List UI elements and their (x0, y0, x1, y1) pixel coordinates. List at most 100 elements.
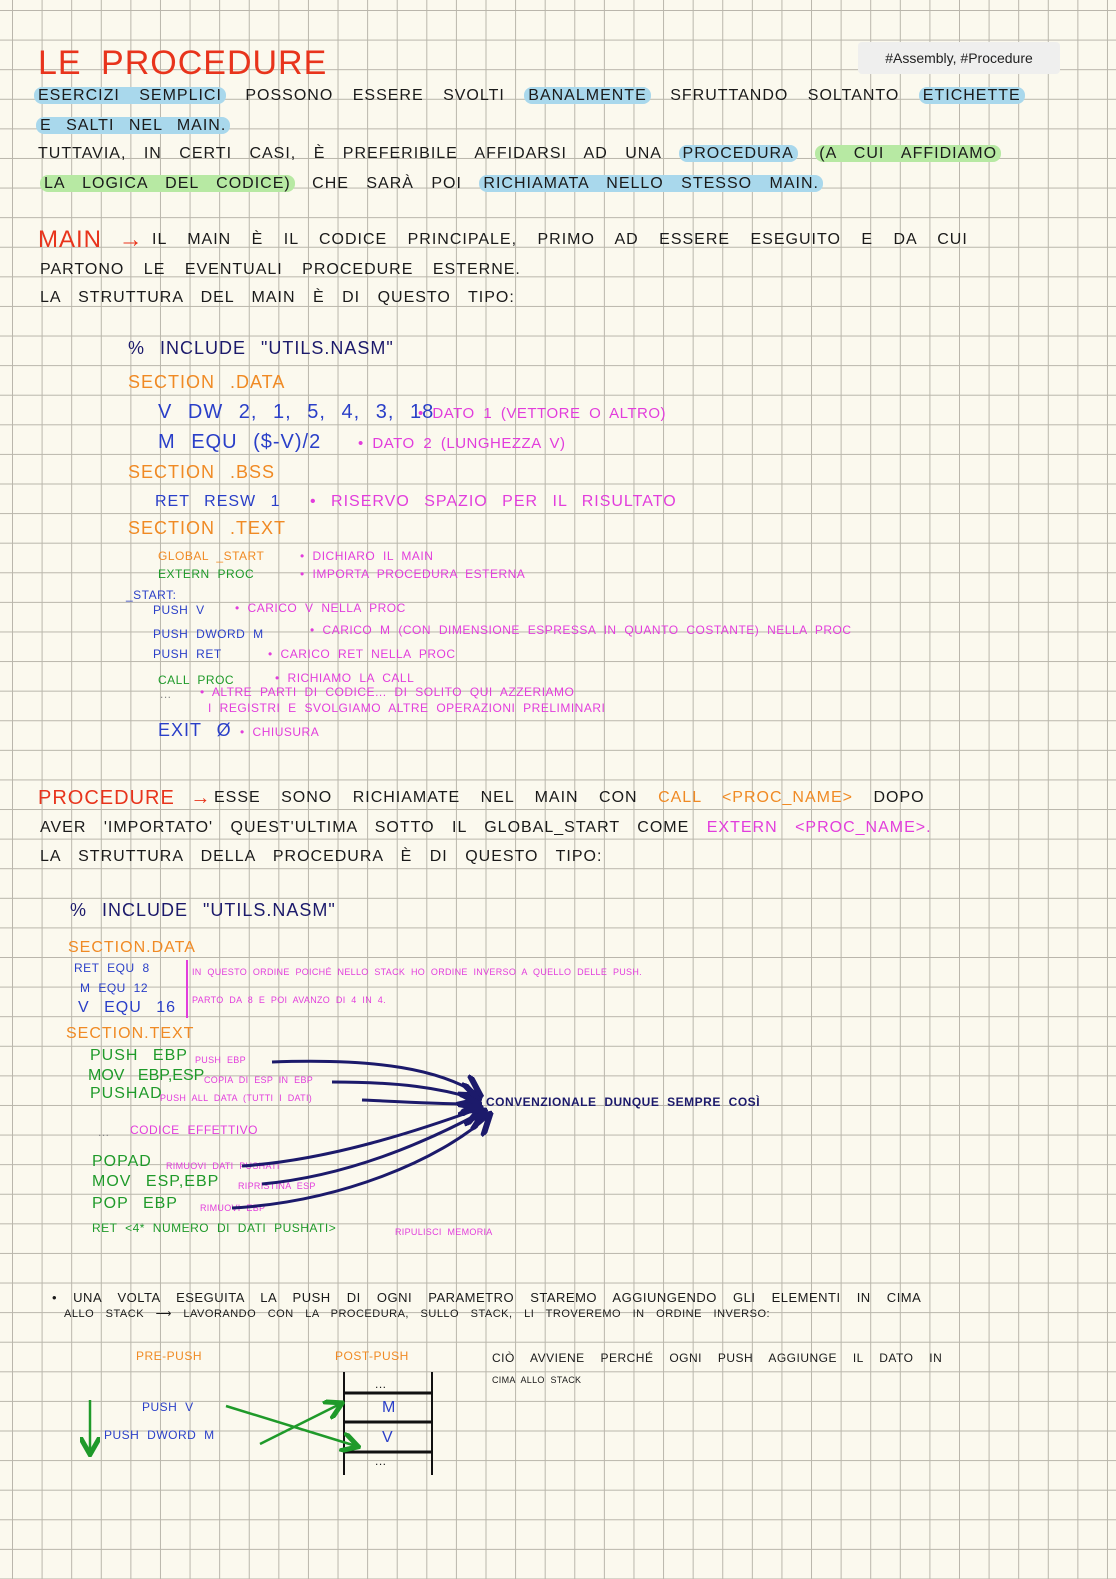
stack-cell-v: v (382, 1429, 394, 1446)
text: Tuttavia, in certi casi, è preferibile a… (38, 145, 662, 162)
highlight: Esercizi semplici (34, 87, 226, 104)
text: extern <proc_name>. (706, 819, 932, 836)
text: esse sono richiamate nel main con (214, 789, 638, 806)
bracket-divider (186, 960, 188, 1018)
highlight: procedura (678, 145, 798, 162)
proc-section-text: section.text (66, 1025, 195, 1042)
main-heading: MAIN → (38, 226, 144, 253)
proc-m-equ: m equ 12 (80, 981, 149, 995)
highlight: richiamata nello stesso main. (479, 175, 823, 192)
proc-note-1: in questo ordine poiché nello stack ho o… (192, 967, 642, 977)
code-note: • richiamo la call (275, 671, 415, 685)
code-push-ret: push ret (153, 647, 222, 661)
proc-dots: ... (98, 1125, 110, 1139)
code-note: • altre parti di codice... di solito qui… (200, 685, 575, 699)
proc-note: copia di esp in ebp (204, 1075, 314, 1085)
push-v-label: push v (142, 1400, 194, 1414)
code-note: • dichiaro il main (300, 549, 434, 563)
code-include: % include "utils.nasm" (128, 338, 394, 358)
code-note: i registri e svolgiamo altre operazioni … (208, 701, 606, 715)
code-v-dw: v dw 2, 1, 5, 4, 3, 18 (158, 401, 435, 423)
text: aver 'importato' quest'ultima sotto il g… (40, 819, 690, 836)
post-push-label: post-push (335, 1349, 409, 1363)
highlight: la logica del codice) (40, 175, 295, 192)
code-ret-resw: ret resw 1 (155, 493, 281, 510)
intro-line-3: Tuttavia, in certi casi, è preferibile a… (38, 144, 1002, 164)
code-note: • carico ret nella proc (268, 647, 456, 661)
code-note: • dato 2 (lunghezza v) (358, 435, 566, 452)
code-extern: extern proc (158, 567, 255, 581)
code-note: • dato 1 (vettore o altro) (418, 405, 667, 422)
proc-note: rimuovi dati pushati (166, 1161, 280, 1171)
proc-section-data: section.data (68, 939, 196, 956)
text: call <proc_name> (658, 789, 853, 806)
proc-popad: popad (92, 1153, 152, 1170)
code-global: global _start (158, 549, 265, 563)
code-note: • carico v nella proc (235, 601, 406, 615)
proc-include: % include "utils.nasm" (70, 900, 336, 920)
main-line-1: il main è il codice principale, primo ad… (152, 231, 968, 248)
push-arrows (90, 1400, 356, 1452)
proc-note: push all data (tutti i dati) (160, 1093, 313, 1103)
text: che sarà poi (312, 175, 462, 192)
procedure-heading: PROCEDURE → (38, 787, 212, 809)
code-section-data: section .data (128, 372, 286, 392)
code-call: call proc (158, 673, 235, 687)
stack-line-1: • una volta eseguita la push di ogni par… (52, 1290, 922, 1305)
text: sfruttando soltanto (670, 87, 900, 104)
code-start-label: _start: (126, 588, 177, 602)
stack-cell-bottom: ... (375, 1454, 387, 1468)
code-section-text: section .text (128, 518, 287, 538)
proc-v-equ: v equ 16 (78, 999, 177, 1016)
proc-mov-ebp: mov ebp,esp (88, 1067, 205, 1084)
code-dots: ... (160, 687, 172, 701)
page-title: LE PROCEDURE (38, 44, 328, 82)
proc-mov-esp: mov esp,ebp (92, 1173, 220, 1190)
proc-note: codice effettivo (130, 1123, 259, 1137)
code-exit: exit ø (158, 720, 232, 740)
pre-push-label: pre-push (136, 1349, 203, 1363)
proc-line-2: aver 'importato' quest'ultima sotto il g… (40, 818, 932, 838)
intro-line-4: la logica del codice) che sarà poi richi… (40, 174, 823, 194)
code-note: • chiusura (240, 725, 320, 739)
tags-badge: #Assembly, #Procedure (858, 42, 1060, 74)
proc-ret-equ: ret equ 8 (74, 961, 150, 975)
proc-note: ripulisci memoria (395, 1227, 493, 1237)
push-m-label: push dword m (104, 1428, 215, 1442)
stack-line-2: allo stack ⟶ lavorando con la procedura,… (64, 1308, 771, 1320)
proc-note: push ebp (195, 1055, 246, 1065)
proc-pushad: pushad (90, 1085, 163, 1102)
conventional-arrows (231, 1059, 488, 1210)
intro-line-1: Esercizi semplici possono essere svolti … (34, 86, 1025, 106)
proc-line-1: esse sono richiamate nel main con call <… (214, 788, 925, 808)
main-line-3: la struttura del main è di questo tipo: (40, 289, 515, 306)
code-note: • carico m (con dimensione espressa in q… (310, 623, 852, 637)
proc-line-3: la struttura della procedura è di questo… (40, 848, 603, 865)
conventional-label: convenzionale dunque sempre così (486, 1095, 761, 1109)
highlight: banalmente (524, 87, 651, 104)
proc-ret: ret <4* numero di dati pushati> (92, 1221, 337, 1235)
stack-cell-m: m (382, 1399, 397, 1416)
proc-pop-ebp: pop ebp (92, 1195, 178, 1212)
proc-push-ebp: push ebp (90, 1047, 188, 1064)
code-note: • importa procedura esterna (300, 567, 526, 581)
stack-diagram (343, 1372, 433, 1475)
main-line-2: partono le eventuali procedure esterne. (40, 261, 521, 278)
code-m-equ: m equ ($-v)/2 (158, 431, 322, 453)
explanation-line-1: ciò avviene perché ogni push aggiunge il… (492, 1351, 943, 1365)
text: dopo (873, 789, 925, 806)
stack-cell-top: ... (375, 1377, 387, 1391)
code-push-v: push v (153, 603, 205, 617)
proc-note: ripristina esp (238, 1181, 316, 1191)
highlight: (a cui affidiamo (815, 145, 1002, 162)
explanation-line-2: cima allo stack (492, 1375, 582, 1385)
code-push-m: push dword m (153, 627, 264, 641)
highlight: etichette (918, 87, 1025, 104)
code-section-bss: section .bss (128, 462, 276, 482)
text: possono essere svolti (245, 87, 505, 104)
proc-note-2: parto da 8 e poi avanzo di 4 in 4. (192, 995, 386, 1005)
intro-line-2: e salti nel main. (36, 117, 231, 134)
code-note: • riservo spazio per il risultato (310, 493, 677, 510)
